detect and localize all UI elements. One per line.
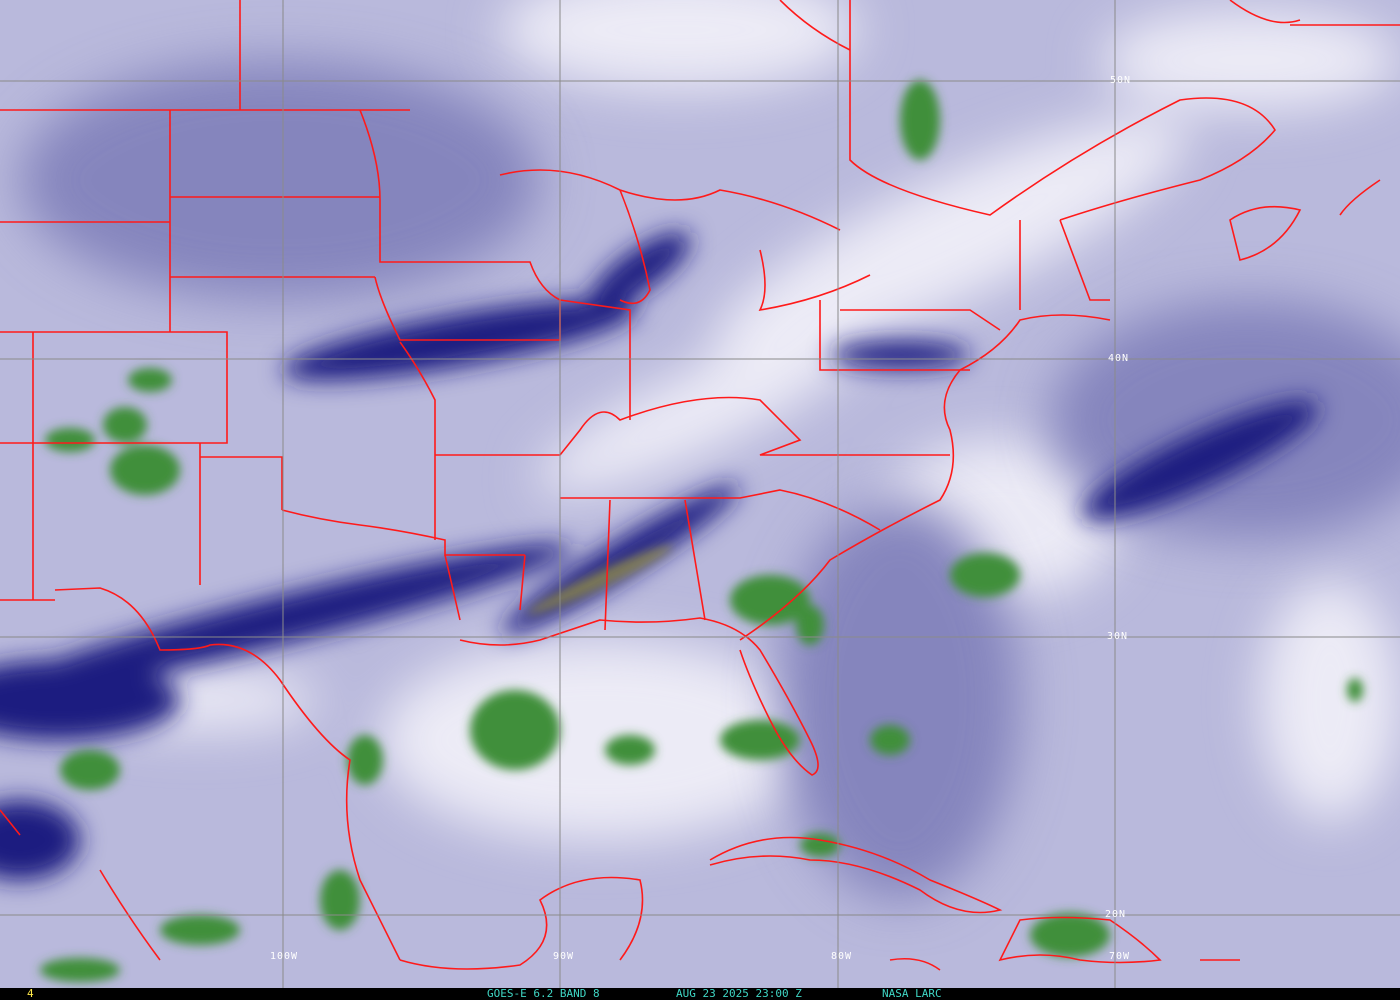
image-caption-bar: 4 GOES-E 6.2 BAND 8 AUG 23 2025 23:00 Z …: [0, 988, 1400, 1000]
lat-label-50n: 50N: [1110, 75, 1132, 86]
lon-label-70w: 70W: [1109, 951, 1131, 962]
timestamp: AUG 23 2025 23:00 Z: [676, 987, 802, 1000]
lon-label-90w: 90W: [553, 951, 575, 962]
lat-label-20n: 20N: [1105, 909, 1127, 920]
lat-label-40n: 40N: [1108, 353, 1130, 364]
data-source: NASA LARC: [882, 987, 942, 1000]
satellite-band: GOES-E 6.2 BAND 8: [487, 987, 600, 1000]
lon-label-100w: 100W: [270, 951, 299, 962]
lon-label-80w: 80W: [831, 951, 853, 962]
lat-label-30n: 30N: [1107, 631, 1129, 642]
political-boundaries: [0, 0, 1400, 971]
frame-number: 4: [27, 987, 34, 1000]
